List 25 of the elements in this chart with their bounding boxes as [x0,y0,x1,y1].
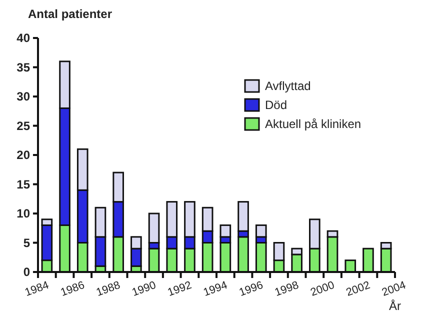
y-tick-label: 40 [16,31,30,46]
y-tick-label: 25 [16,118,30,133]
y-tick-label: 35 [16,60,30,74]
x-tick-label: 2004 [380,279,408,300]
x-tick-label: 1988 [94,279,122,300]
x-axis-title: År [389,299,402,313]
x-tick-label: 1998 [273,279,300,300]
y-tick-label: 0 [23,265,30,280]
x-tick-label: 1990 [130,279,158,300]
legend-label: Aktuell på kliniken [265,117,362,132]
x-tick-label: 1996 [238,279,265,300]
legend-label: Avflyttad [265,79,311,94]
y-tick-label: 10 [16,206,30,221]
legend-label: Död [265,98,288,112]
x-tick-label: 2000 [309,279,336,300]
x-tick-label: 1986 [59,279,86,300]
x-tick-label: 2002 [344,279,372,300]
x-tick-label: 1992 [166,279,194,300]
y-tick-label: 5 [23,236,30,250]
y-tick-label: 30 [16,90,30,104]
y-tick-label: 20 [16,148,30,162]
y-tick-label: 15 [16,177,30,192]
y-axis-title: Antal patienter [28,7,112,21]
x-tick-label: 1994 [202,279,230,300]
x-tick-label: 1984 [23,279,51,300]
